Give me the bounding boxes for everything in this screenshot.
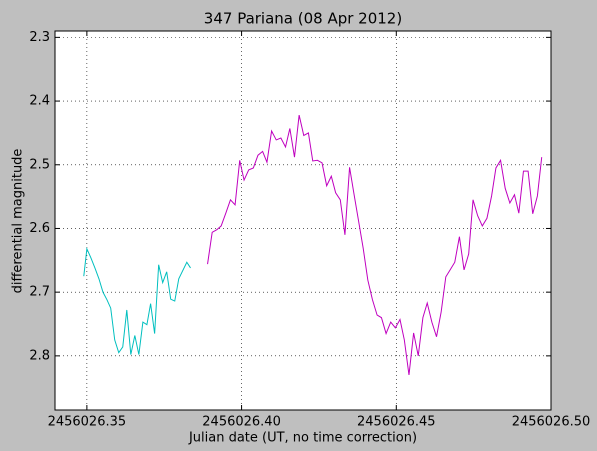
- x-tick-label: 2456026.45: [357, 415, 436, 430]
- y-axis-label: differential magnitude: [11, 149, 26, 294]
- x-axis-label: Julian date (UT, no time correction): [188, 431, 417, 446]
- y-tick-label: 2.7: [29, 285, 50, 300]
- chart-title: 347 Pariana (08 Apr 2012): [204, 10, 402, 28]
- x-tick-label: 2456026.40: [202, 415, 281, 430]
- x-tick-label: 2456026.35: [48, 415, 127, 430]
- plot-area: [55, 31, 551, 410]
- y-tick-label: 2.6: [29, 221, 50, 236]
- data-line: [83, 246, 191, 355]
- y-tick-label: 2.8: [29, 348, 50, 363]
- plot-frame: [54, 30, 552, 411]
- y-tick-label: 2.5: [29, 157, 50, 172]
- x-tick-label: 2456026.50: [512, 415, 591, 430]
- y-tick-label: 2.4: [29, 94, 50, 109]
- data-line: [207, 114, 543, 376]
- y-tick-label: 2.3: [29, 30, 50, 45]
